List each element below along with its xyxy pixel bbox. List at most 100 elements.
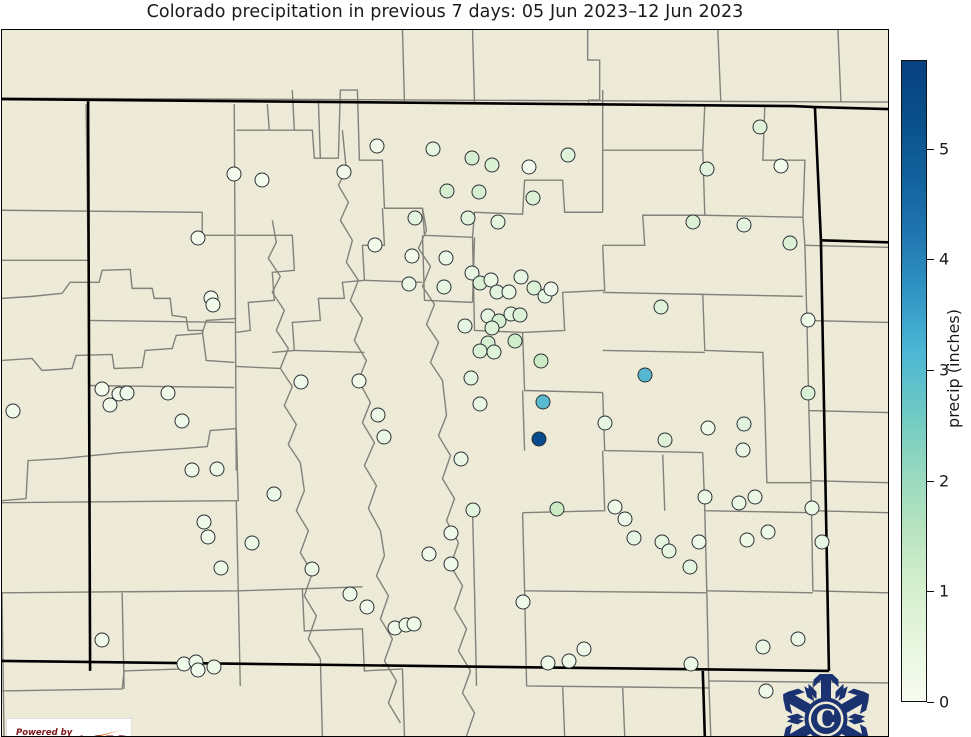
station-marker[interactable] <box>490 214 506 230</box>
station-marker[interactable] <box>691 534 707 550</box>
station-marker[interactable] <box>486 344 502 360</box>
station-marker[interactable] <box>367 237 383 253</box>
station-marker[interactable] <box>460 210 476 226</box>
station-marker[interactable] <box>351 373 367 389</box>
station-marker[interactable] <box>5 403 21 419</box>
station-marker[interactable] <box>507 333 523 349</box>
station-marker[interactable] <box>758 683 774 699</box>
station-marker[interactable] <box>561 653 577 669</box>
station-marker[interactable] <box>814 534 830 550</box>
station-marker[interactable] <box>782 235 798 251</box>
station-marker[interactable] <box>369 138 385 154</box>
station-marker[interactable] <box>637 367 653 383</box>
station-marker[interactable] <box>196 514 212 530</box>
station-marker[interactable] <box>697 489 713 505</box>
station-marker[interactable] <box>425 141 441 157</box>
station-marker[interactable] <box>119 385 135 401</box>
station-marker[interactable] <box>464 150 480 166</box>
station-marker[interactable] <box>731 495 747 511</box>
station-marker[interactable] <box>736 416 752 432</box>
station-marker[interactable] <box>512 307 528 323</box>
station-marker[interactable] <box>657 432 673 448</box>
station-marker[interactable] <box>760 524 776 540</box>
station-marker[interactable] <box>226 166 242 182</box>
station-marker[interactable] <box>184 462 200 478</box>
station-marker[interactable] <box>617 511 633 527</box>
station-marker[interactable] <box>209 461 225 477</box>
station-marker[interactable] <box>735 442 751 458</box>
station-marker[interactable] <box>463 370 479 386</box>
station-marker[interactable] <box>465 502 481 518</box>
station-marker[interactable] <box>682 559 698 575</box>
station-marker[interactable] <box>471 184 487 200</box>
station-marker[interactable] <box>94 381 110 397</box>
station-marker[interactable] <box>700 420 716 436</box>
station-marker[interactable] <box>513 269 529 285</box>
station-marker[interactable] <box>549 501 565 517</box>
station-marker[interactable] <box>359 599 375 615</box>
station-marker[interactable] <box>683 656 699 672</box>
station-marker[interactable] <box>213 560 229 576</box>
station-marker[interactable] <box>336 164 352 180</box>
station-marker[interactable] <box>699 161 715 177</box>
station-marker[interactable] <box>755 639 771 655</box>
station-marker[interactable] <box>439 183 455 199</box>
station-marker[interactable] <box>685 214 701 230</box>
station-marker[interactable] <box>174 413 190 429</box>
station-marker[interactable] <box>443 525 459 541</box>
station-marker[interactable] <box>531 431 547 447</box>
station-marker[interactable] <box>747 489 763 505</box>
station-marker[interactable] <box>304 561 320 577</box>
station-marker[interactable] <box>653 299 669 315</box>
station-marker[interactable] <box>521 159 537 175</box>
station-marker[interactable] <box>800 312 816 328</box>
station-marker[interactable] <box>543 281 559 297</box>
station-marker[interactable] <box>94 632 110 648</box>
station-marker[interactable] <box>736 217 752 233</box>
station-marker[interactable] <box>457 318 473 334</box>
station-marker[interactable] <box>160 385 176 401</box>
station-marker[interactable] <box>293 374 309 390</box>
station-marker[interactable] <box>607 499 623 515</box>
station-marker[interactable] <box>190 230 206 246</box>
station-marker[interactable] <box>438 250 454 266</box>
station-marker[interactable] <box>597 415 613 431</box>
station-marker[interactable] <box>376 429 392 445</box>
station-marker[interactable] <box>206 659 222 675</box>
station-marker[interactable] <box>407 210 423 226</box>
station-marker[interactable] <box>525 190 541 206</box>
station-marker[interactable] <box>576 641 592 657</box>
map-panel[interactable]: Powered by ACIS Regional Climate Centers <box>1 29 889 737</box>
station-marker[interactable] <box>266 486 282 502</box>
station-marker[interactable] <box>501 284 517 300</box>
station-marker[interactable] <box>401 276 417 292</box>
station-marker[interactable] <box>804 500 820 516</box>
station-marker[interactable] <box>244 535 260 551</box>
station-marker[interactable] <box>560 147 576 163</box>
station-marker[interactable] <box>443 556 459 572</box>
station-marker[interactable] <box>773 158 789 174</box>
station-marker[interactable] <box>515 594 531 610</box>
station-marker[interactable] <box>484 320 500 336</box>
station-marker[interactable] <box>472 343 488 359</box>
station-marker[interactable] <box>533 353 549 369</box>
station-marker[interactable] <box>421 546 437 562</box>
station-marker[interactable] <box>370 407 386 423</box>
station-marker[interactable] <box>752 119 768 135</box>
station-marker[interactable] <box>472 396 488 412</box>
station-marker[interactable] <box>404 248 420 264</box>
station-marker[interactable] <box>800 385 816 401</box>
station-marker[interactable] <box>661 543 677 559</box>
station-marker[interactable] <box>342 586 358 602</box>
station-marker[interactable] <box>205 297 221 313</box>
station-marker[interactable] <box>200 529 216 545</box>
station-marker[interactable] <box>406 616 422 632</box>
station-marker[interactable] <box>790 631 806 647</box>
station-marker[interactable] <box>190 662 206 678</box>
station-marker[interactable] <box>540 655 556 671</box>
station-marker[interactable] <box>436 279 452 295</box>
station-marker[interactable] <box>739 532 755 548</box>
colorbar[interactable]: 0 1 2 3 4 5 <box>901 60 949 712</box>
station-marker[interactable] <box>535 394 551 410</box>
station-marker[interactable] <box>453 451 469 467</box>
